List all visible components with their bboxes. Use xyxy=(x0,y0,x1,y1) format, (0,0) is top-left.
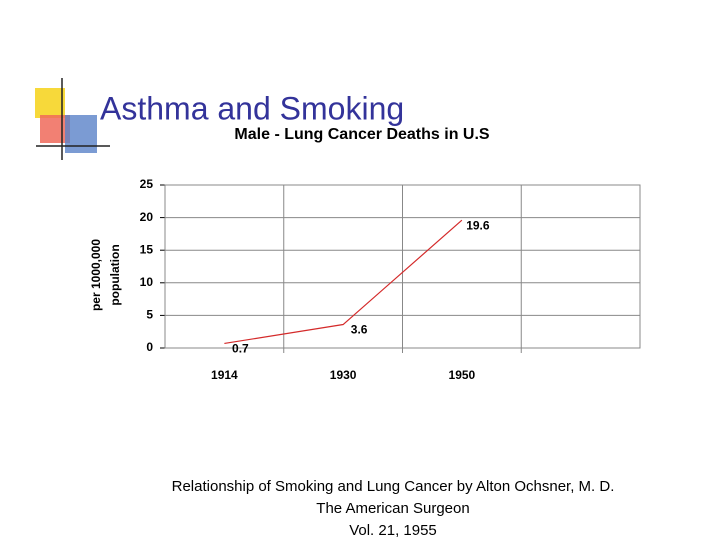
y-tick-label: 5 xyxy=(146,308,153,322)
data-label: 0.7 xyxy=(232,342,249,356)
data-label: 19.6 xyxy=(466,218,490,232)
decor xyxy=(65,115,97,153)
x-tick-label: 1930 xyxy=(330,368,357,382)
x-tick-label: 1950 xyxy=(449,368,476,382)
chart-title: Male - Lung Cancer Deaths in U.S xyxy=(234,126,489,143)
caption: Relationship of Smoking and Lung Cancer … xyxy=(172,478,615,495)
caption: The American Surgeon xyxy=(316,500,469,517)
caption: Vol. 21, 1955 xyxy=(349,522,437,539)
y-tick-label: 10 xyxy=(140,275,154,289)
slide-title: Asthma and Smoking xyxy=(100,90,404,126)
y-axis-label: per 1000,000 xyxy=(89,239,103,311)
x-tick-label: 1914 xyxy=(211,368,238,382)
y-axis-label: population xyxy=(108,244,122,305)
y-tick-label: 0 xyxy=(146,340,153,354)
line-series xyxy=(224,219,463,345)
y-tick-label: 15 xyxy=(140,242,154,256)
decor xyxy=(35,88,65,118)
data-label: 3.6 xyxy=(351,323,368,337)
y-tick-label: 20 xyxy=(140,210,154,224)
y-tick-label: 25 xyxy=(140,177,154,191)
